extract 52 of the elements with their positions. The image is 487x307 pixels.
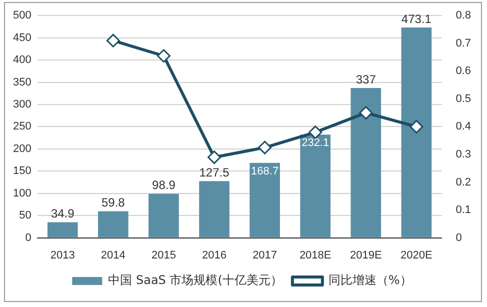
x-tick-label: 2019E	[350, 249, 382, 262]
y-tick-label: 0	[25, 232, 32, 244]
y-tick-label: 100	[12, 187, 32, 200]
point	[359, 106, 373, 120]
y-tick-label: 450	[12, 32, 32, 44]
x-tick-label: 2018E	[299, 249, 332, 262]
bar	[47, 222, 78, 238]
y2-tick-label: 0.3	[456, 148, 472, 161]
x-tick-label: 2015	[151, 249, 176, 262]
y2-tick-label: 0.1	[456, 204, 472, 216]
bar	[401, 28, 432, 238]
bar	[300, 134, 331, 238]
data-label: 473.1	[401, 12, 432, 26]
y2-tick-label: 0	[456, 232, 462, 244]
data-label: 232.1	[302, 137, 330, 150]
point	[106, 34, 120, 48]
legend-label: 同比增速（%）	[328, 273, 412, 288]
y2-tick-label: 0.7	[456, 37, 472, 50]
y2-tick-label: 0.8	[456, 10, 472, 22]
y-tick-label: 500	[12, 10, 32, 22]
x-tick-label: 2014	[100, 249, 126, 262]
data-label: 59.8	[101, 196, 126, 210]
y-tick-label: 350	[12, 76, 32, 88]
y2-tick-label: 0.5	[456, 92, 472, 105]
data-label: 98.9	[152, 178, 176, 192]
y-tick-label: 200	[12, 142, 32, 155]
data-label: 127.5	[199, 165, 230, 180]
x-tick-label: 2016	[202, 249, 226, 262]
y2-tick-label: 0.4	[456, 120, 472, 133]
bar	[148, 194, 179, 238]
data-label: 337	[356, 72, 376, 86]
y-tick-label: 300	[12, 98, 32, 111]
point	[258, 140, 272, 154]
point	[410, 120, 424, 134]
x-tick-label: 2017	[252, 249, 278, 262]
y2-tick-label: 0.6	[456, 65, 472, 78]
legend-label: 中国 SaaS 市场规模(十亿美元）	[108, 273, 282, 288]
bar	[250, 162, 280, 238]
y2-tick-label: 0.2	[456, 176, 472, 188]
y-tick-label: 150	[12, 165, 32, 178]
y-tick-label: 400	[12, 54, 32, 66]
bar	[350, 88, 382, 238]
x-tick-label: 2020E	[400, 249, 432, 262]
bar	[199, 181, 230, 238]
y-tick-label: 50	[19, 210, 32, 222]
bar	[98, 211, 128, 238]
point	[208, 150, 222, 164]
x-tick-label: 2013	[50, 249, 75, 262]
data-label: 168.7	[251, 165, 279, 178]
y-tick-label: 250	[12, 120, 32, 133]
point	[156, 49, 170, 63]
data-label: 34.9	[50, 206, 75, 221]
